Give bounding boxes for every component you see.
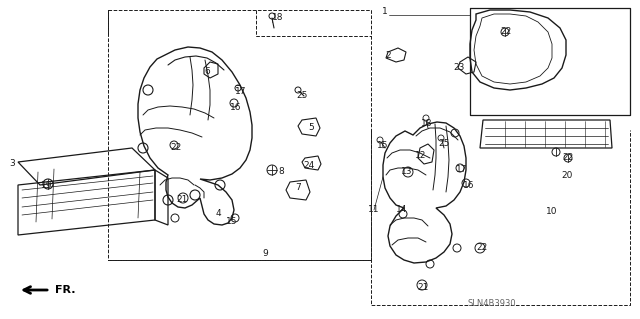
Text: 1: 1 (382, 8, 388, 17)
Text: 19: 19 (41, 181, 52, 189)
Text: 8: 8 (278, 167, 284, 176)
Text: 18: 18 (272, 13, 284, 23)
Text: 4: 4 (215, 209, 221, 218)
Text: 20: 20 (561, 170, 573, 180)
Text: 13: 13 (401, 167, 413, 176)
Text: 3: 3 (9, 159, 15, 167)
Text: 14: 14 (396, 205, 408, 214)
Text: 23: 23 (453, 63, 465, 71)
Text: 22: 22 (500, 27, 511, 36)
Text: 9: 9 (262, 249, 268, 257)
Text: 17: 17 (456, 166, 468, 174)
Text: 21: 21 (176, 196, 188, 204)
Text: 15: 15 (227, 218, 237, 226)
Text: 22: 22 (563, 153, 573, 162)
Text: 2: 2 (385, 50, 391, 60)
Text: 6: 6 (204, 68, 210, 77)
Text: FR.: FR. (55, 285, 76, 295)
Text: 11: 11 (368, 205, 380, 214)
Text: 5: 5 (308, 123, 314, 132)
Text: 15: 15 (377, 140, 388, 150)
Text: SLN4B3930: SLN4B3930 (468, 299, 516, 308)
Text: 25: 25 (438, 138, 450, 147)
Text: 22: 22 (476, 243, 488, 253)
Text: 17: 17 (236, 87, 247, 97)
Text: 7: 7 (295, 183, 301, 192)
Text: 18: 18 (421, 118, 433, 128)
Text: 25: 25 (296, 91, 308, 100)
Text: 16: 16 (463, 181, 475, 189)
Text: 22: 22 (170, 144, 182, 152)
Text: 12: 12 (415, 151, 427, 160)
Text: 16: 16 (230, 102, 242, 112)
Text: 10: 10 (547, 207, 557, 217)
Text: 24: 24 (303, 160, 315, 169)
Text: 21: 21 (417, 284, 429, 293)
